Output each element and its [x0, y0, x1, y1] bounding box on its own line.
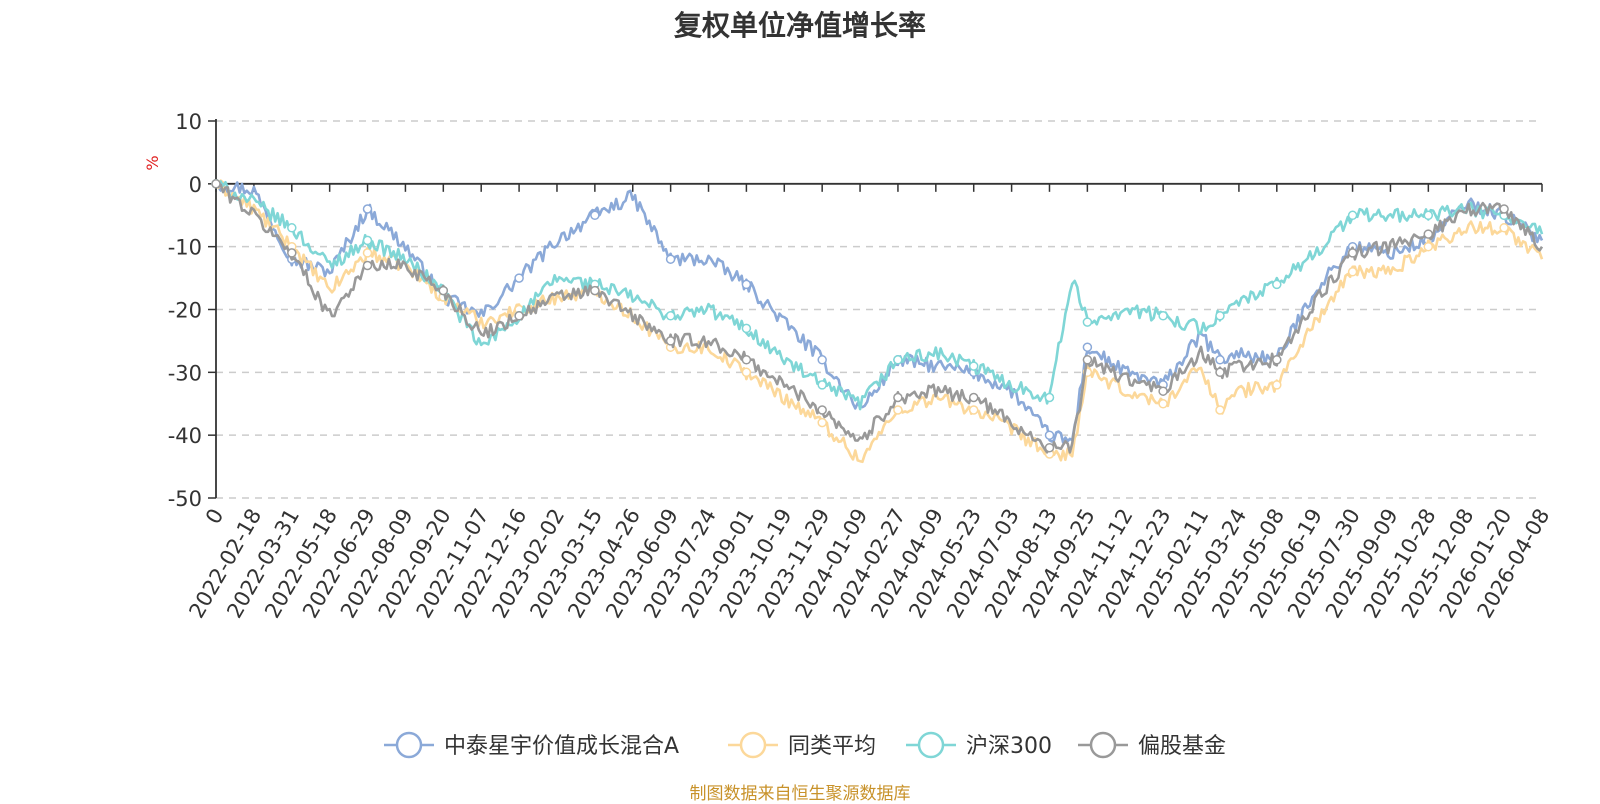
series-marker-2: [968, 361, 979, 371]
y-tick-label: -20: [168, 299, 202, 323]
y-tick-label: 10: [175, 110, 202, 134]
y-tick-label: -30: [168, 361, 202, 385]
series-marker-1: [1272, 380, 1282, 390]
series-marker-1: [1158, 399, 1168, 409]
legend-marker-0: [395, 731, 423, 759]
chart-title: 复权单位净值增长率: [673, 9, 926, 42]
series-marker-0: [1044, 430, 1055, 440]
series-layer: [211, 179, 1544, 464]
legend-label-1: 同类平均: [788, 734, 876, 759]
series-marker-2: [1423, 210, 1434, 221]
legend-marker-2: [917, 731, 945, 759]
series-line-0: [214, 181, 1544, 444]
series-marker-1: [1347, 267, 1358, 277]
series-marker-3: [1272, 355, 1282, 365]
series-marker-3: [665, 336, 676, 346]
series-marker-3: [1044, 442, 1055, 453]
legend-label-2: 沪深300: [966, 734, 1052, 759]
series-marker-0: [665, 254, 676, 264]
series-line-1: [214, 179, 1544, 464]
series-marker-3: [1082, 355, 1093, 365]
series-marker-0: [362, 204, 373, 214]
series-marker-1: [1423, 241, 1434, 252]
label-layer: 100-10-20-30-40-50%02022-02-182022-03-31…: [143, 110, 1554, 622]
legend-marker-1: [739, 731, 767, 759]
series-marker-1: [1499, 223, 1509, 233]
series-marker-3: [287, 248, 297, 258]
y-axis-unit: %: [143, 155, 162, 170]
legend-label-3: 偏股基金: [1138, 734, 1226, 759]
series-marker-1: [741, 367, 752, 378]
series-marker-0: [741, 279, 752, 290]
series-marker-3: [968, 392, 979, 403]
legend-label-0: 中泰星宇价值成长混合A: [444, 734, 679, 759]
series-marker-2: [893, 355, 903, 365]
series-marker-3: [514, 311, 524, 321]
series-marker-3: [438, 285, 449, 296]
series-marker-0: [1082, 342, 1093, 352]
series-marker-1: [817, 417, 827, 428]
legend: 中泰星宇价值成长混合A 同类平均 沪深300 偏股基金: [384, 731, 1226, 759]
series-marker-2: [817, 380, 827, 390]
source-note: 制图数据来自恒生聚源数据库: [689, 784, 911, 804]
series-marker-3: [1158, 386, 1168, 396]
legend-marker-3: [1089, 731, 1117, 759]
series-marker-3: [362, 260, 373, 271]
grid-layer: [216, 120, 1542, 499]
series-marker-1: [893, 405, 903, 415]
series-marker-2: [1215, 311, 1225, 321]
series-marker-3: [1347, 248, 1358, 258]
series-line-2: [214, 180, 1544, 411]
series-marker-3: [1423, 229, 1434, 239]
y-tick-label: -50: [168, 487, 202, 511]
series-marker-3: [893, 392, 903, 403]
series-marker-1: [362, 248, 373, 258]
series-line-3: [214, 182, 1544, 454]
series-marker-0: [514, 273, 524, 283]
series-marker-0: [1215, 355, 1225, 365]
series-marker-1: [1215, 405, 1225, 415]
series-marker-0: [817, 355, 827, 365]
axis-layer: [208, 119, 1543, 499]
series-marker-2: [1272, 279, 1282, 290]
y-tick-label: -40: [168, 424, 202, 448]
series-marker-1: [968, 405, 979, 415]
series-marker-2: [287, 223, 297, 233]
series-marker-2: [665, 311, 676, 321]
series-marker-3: [741, 355, 752, 365]
series-marker-2: [362, 235, 373, 246]
x-origin-label: 0: [201, 505, 228, 529]
series-marker-3: [211, 179, 221, 189]
series-marker-0: [590, 210, 600, 221]
series-marker-3: [817, 405, 827, 415]
series-marker-2: [1158, 311, 1168, 321]
y-tick-label: -10: [168, 236, 202, 260]
series-marker-2: [1082, 317, 1093, 327]
series-marker-2: [1347, 210, 1358, 221]
series-marker-3: [1499, 204, 1509, 214]
y-tick-label: 0: [189, 173, 202, 197]
series-marker-2: [741, 323, 752, 334]
series-marker-3: [1215, 367, 1225, 378]
series-marker-2: [1044, 392, 1055, 403]
series-marker-3: [590, 285, 600, 296]
